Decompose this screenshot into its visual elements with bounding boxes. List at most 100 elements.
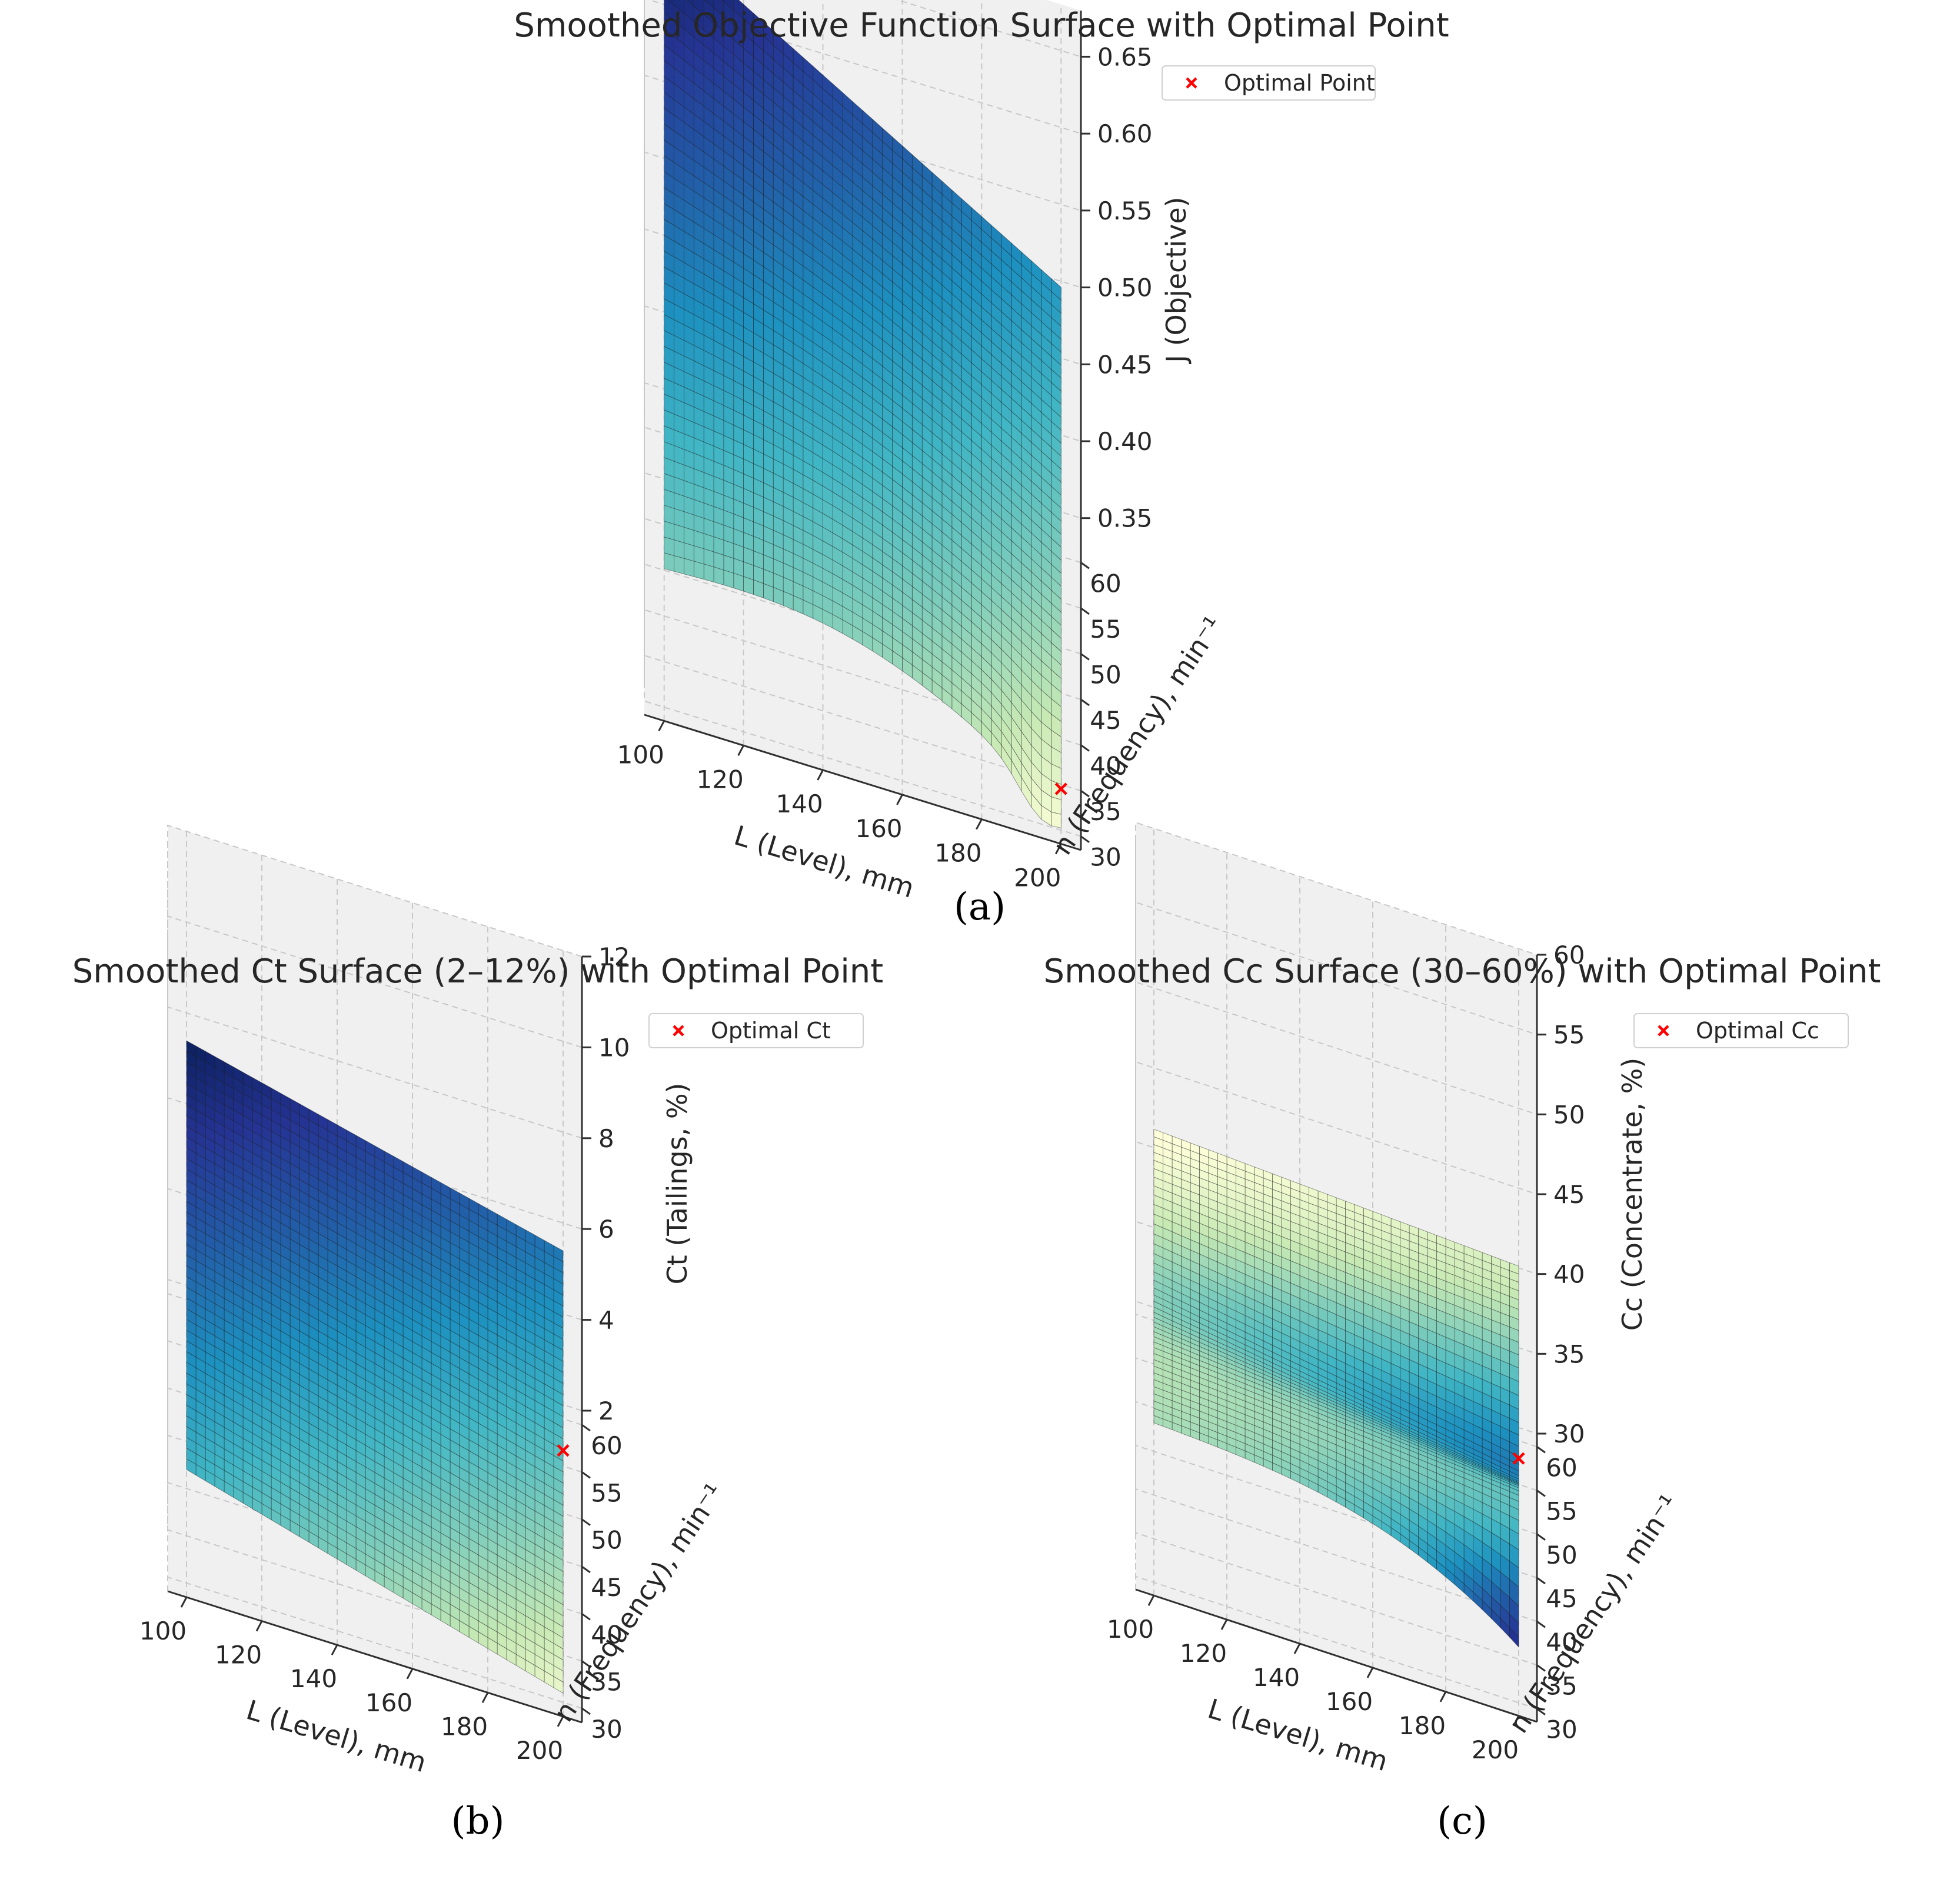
y-tick-label: 35 bbox=[1546, 1671, 1577, 1700]
z-tick-label: 0.55 bbox=[1097, 196, 1153, 225]
x-tick-label: 120 bbox=[697, 765, 744, 794]
y-tick-mark bbox=[1536, 1664, 1546, 1672]
y-tick-mark bbox=[581, 1565, 591, 1574]
x-tick-mark bbox=[1366, 1667, 1374, 1678]
legend-marker bbox=[1186, 77, 1197, 89]
z-tick-label: 0.35 bbox=[1097, 504, 1153, 533]
legend-box bbox=[1162, 65, 1376, 101]
x-tick-label: 180 bbox=[1399, 1711, 1446, 1740]
x-tick-label: 200 bbox=[1472, 1735, 1519, 1764]
legend-box bbox=[648, 1013, 864, 1048]
surface-cell bbox=[693, 545, 704, 565]
y-tick-label: 55 bbox=[1090, 615, 1121, 644]
x-tick-label: 160 bbox=[365, 1688, 412, 1717]
x-tick-mark bbox=[255, 1620, 263, 1632]
optimal-point-marker bbox=[1512, 1452, 1525, 1465]
y-tick-label: 60 bbox=[1090, 569, 1121, 598]
z-tick-label: 10 bbox=[598, 1033, 630, 1062]
y-tick-label: 55 bbox=[591, 1478, 622, 1507]
surface-cell bbox=[703, 548, 714, 568]
z-tick-label: 0.65 bbox=[1097, 42, 1153, 71]
surface-cell bbox=[664, 521, 674, 541]
z-tick-label: 4 bbox=[598, 1306, 614, 1335]
y-tick-label: 45 bbox=[591, 1573, 622, 1602]
gridline-z bbox=[644, 0, 1082, 223]
surface-cell bbox=[1153, 1415, 1163, 1427]
x-tick-mark bbox=[557, 1716, 564, 1727]
y-tick-mark bbox=[1080, 607, 1090, 615]
surface-cell bbox=[693, 561, 704, 580]
y-tick-label: 35 bbox=[591, 1668, 622, 1697]
x-tick-mark bbox=[976, 819, 983, 830]
y-tick-mark bbox=[1080, 653, 1090, 661]
x-tick-label: 200 bbox=[1014, 864, 1061, 892]
chart-title: Smoothed Ct Surface (2–12%) with Optimal… bbox=[72, 952, 883, 991]
z-axis-label: Ct (Tailings, %) bbox=[661, 1083, 693, 1285]
x-tick-mark bbox=[1512, 1715, 1520, 1727]
surface-cell bbox=[1051, 796, 1061, 815]
z-tick-label: 6 bbox=[598, 1215, 614, 1244]
x-axis-line bbox=[1135, 1588, 1538, 1723]
x-tick-mark bbox=[331, 1644, 338, 1655]
x-tick-mark bbox=[658, 720, 665, 732]
legend-marker bbox=[673, 1025, 684, 1037]
z-tick-label: 0.45 bbox=[1097, 350, 1153, 379]
x-tick-label: 140 bbox=[1253, 1663, 1300, 1692]
x-tick-label: 160 bbox=[855, 814, 902, 843]
x-tick-mark bbox=[1147, 1595, 1155, 1606]
y-tick-mark bbox=[581, 1660, 591, 1668]
x-axis-line bbox=[644, 714, 1082, 851]
legend-label: Optimal Point bbox=[1224, 70, 1375, 96]
x-tick-mark bbox=[1293, 1643, 1301, 1654]
x-tick-label: 100 bbox=[1107, 1615, 1154, 1644]
x-tick-mark bbox=[896, 794, 903, 805]
y-tick-label: 35 bbox=[1090, 797, 1121, 826]
panel-caption: (b) bbox=[451, 1800, 505, 1843]
x-tick-label: 180 bbox=[934, 839, 981, 868]
panel-a: 100120140160180200303540455055600.350.40… bbox=[514, 0, 1449, 929]
surface-mesh bbox=[664, 0, 1061, 828]
z-tick-label: 0.50 bbox=[1097, 274, 1153, 302]
y-tick-mark bbox=[1080, 835, 1090, 843]
x-axis-line bbox=[167, 1590, 583, 1724]
x-tick-mark bbox=[1439, 1691, 1447, 1702]
surface-cell bbox=[674, 539, 684, 559]
z-tick-label: 0.40 bbox=[1097, 427, 1153, 456]
y-tick-label: 40 bbox=[591, 1620, 622, 1649]
x-tick-mark bbox=[180, 1597, 188, 1608]
x-tick-label: 100 bbox=[139, 1617, 187, 1645]
x-tick-mark bbox=[406, 1668, 414, 1680]
legend: Optimal Point bbox=[1162, 65, 1376, 101]
y-tick-mark bbox=[1080, 698, 1090, 707]
surface-cell bbox=[674, 524, 684, 544]
surface-cell bbox=[733, 572, 744, 592]
surface-cell bbox=[186, 1458, 197, 1476]
y-tick-label: 30 bbox=[1090, 843, 1121, 872]
legend: Optimal Ct bbox=[648, 1013, 864, 1048]
z-axis-label: J (Objective) bbox=[1160, 196, 1192, 364]
z-tick-label: 8 bbox=[598, 1124, 614, 1153]
surface-cell bbox=[743, 576, 754, 595]
x-tick-label: 140 bbox=[290, 1664, 337, 1693]
surface-mesh bbox=[186, 1040, 564, 1694]
x-tick-label: 180 bbox=[441, 1712, 488, 1741]
z-tick-label: 0.60 bbox=[1097, 119, 1153, 148]
x-tick-label: 120 bbox=[1180, 1639, 1227, 1668]
y-tick-label: 50 bbox=[591, 1526, 622, 1555]
y-tick-mark bbox=[581, 1707, 591, 1715]
y-tick-label: 45 bbox=[1090, 706, 1121, 735]
surface-cell bbox=[684, 542, 694, 562]
y-tick-label: 50 bbox=[1090, 660, 1121, 689]
y-tick-label: 30 bbox=[1546, 1715, 1577, 1744]
y-tick-label: 40 bbox=[1090, 752, 1121, 781]
x-tick-label: 140 bbox=[776, 789, 823, 818]
panel-b: 1001201401601802003035404550556024681012… bbox=[72, 824, 883, 1843]
x-tick-mark bbox=[737, 745, 744, 756]
x-tick-label: 160 bbox=[1326, 1687, 1373, 1716]
x-tick-label: 200 bbox=[516, 1736, 563, 1765]
surface-cell bbox=[674, 555, 684, 575]
surface-mesh bbox=[1153, 1129, 1519, 1648]
y-tick-mark bbox=[1080, 744, 1090, 752]
z-tick-label: 12 bbox=[598, 942, 630, 971]
